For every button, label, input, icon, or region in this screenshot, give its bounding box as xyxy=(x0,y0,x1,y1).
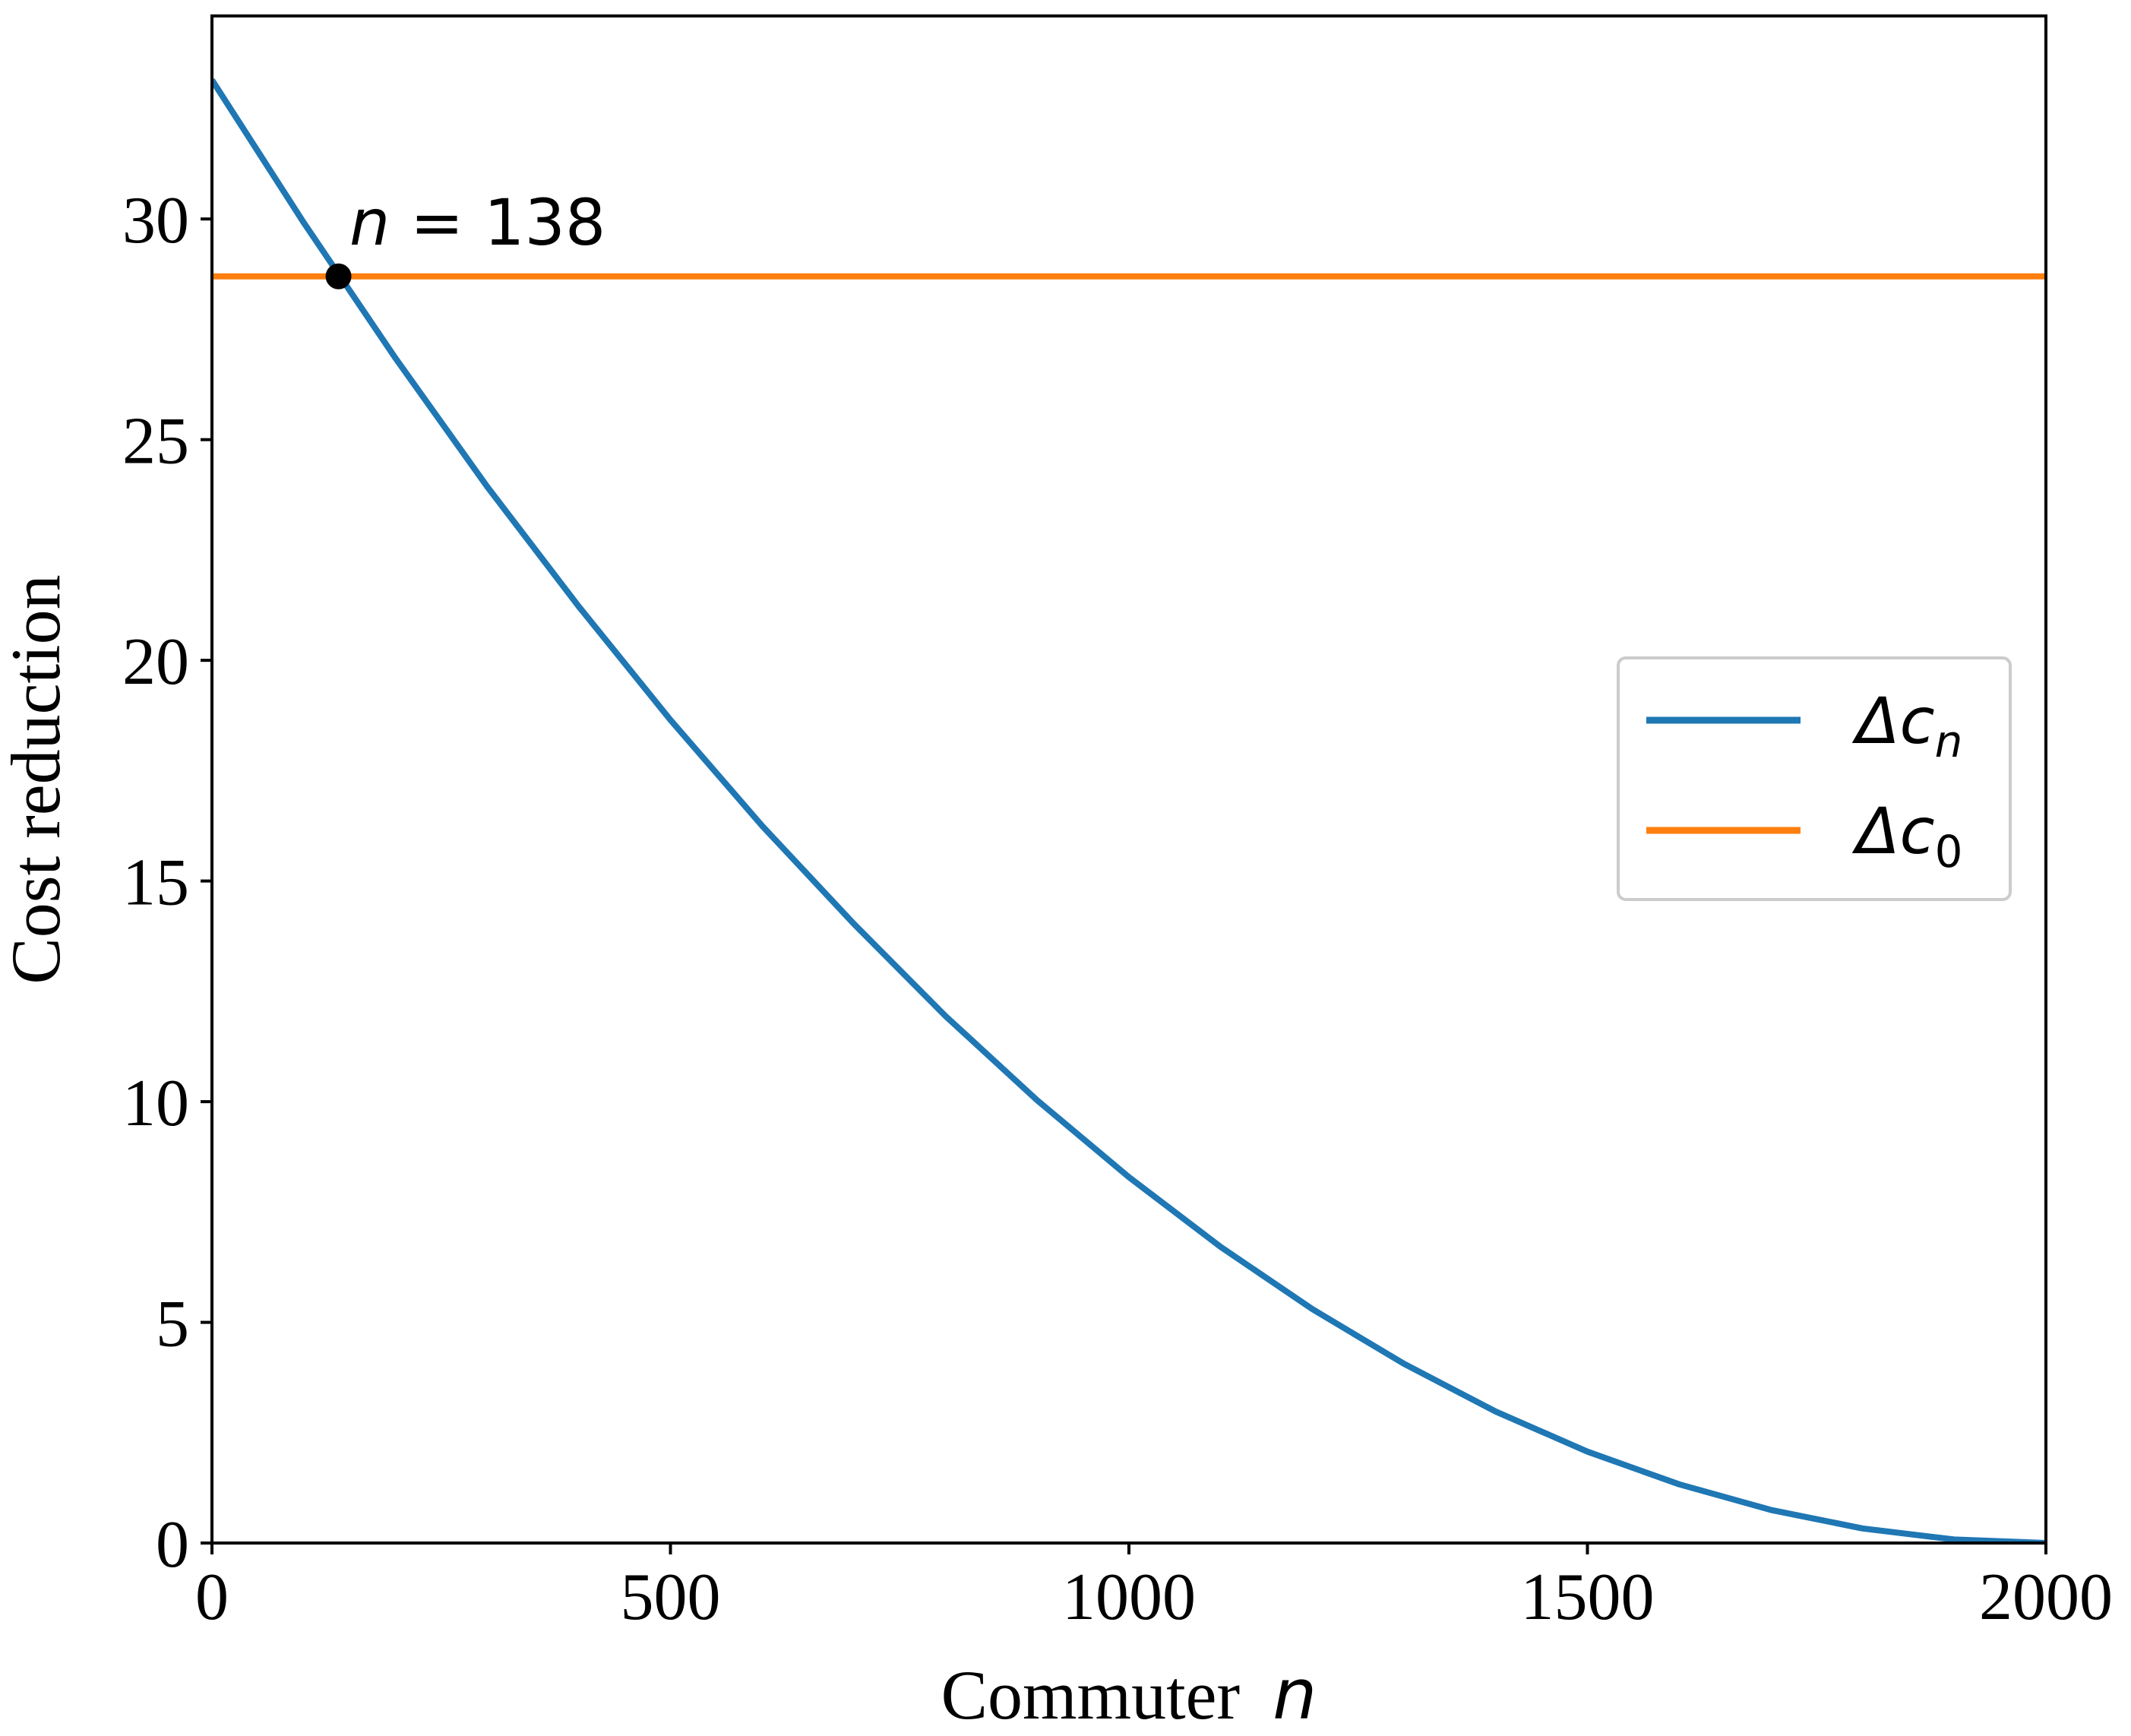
x-tick-label: 500 xyxy=(621,1561,721,1634)
x-tick-label: 0 xyxy=(195,1561,229,1634)
legend-label-delta-c-n-sub: n xyxy=(1935,716,1963,767)
legend-label-delta-c-n: Δcn xyxy=(1851,684,1962,767)
y-tick-label: 5 xyxy=(156,1288,189,1361)
y-tick-label: 30 xyxy=(122,184,189,258)
y-tick-label: 10 xyxy=(122,1067,189,1140)
x-tick-label: 1500 xyxy=(1521,1561,1655,1634)
x-axis-title-text: Commuter xyxy=(941,1656,1241,1734)
intersection-annotation-value: = 138 xyxy=(390,185,605,260)
x-tick-label: 1000 xyxy=(1062,1561,1196,1634)
legend-label-delta-c-n-main: Δc xyxy=(1851,684,1935,758)
plot-area xyxy=(212,78,2046,1543)
x-axis-title: Commuter n xyxy=(941,1654,1317,1735)
x-tick-label: 2000 xyxy=(1979,1561,2113,1634)
y-axis-title: Cost reduction xyxy=(0,574,74,984)
legend-label-delta-c-0-main: Δc xyxy=(1851,794,1935,868)
y-tick-label: 15 xyxy=(122,846,189,920)
intersection-annotation-var: n xyxy=(349,185,390,260)
series-line-0 xyxy=(212,78,2046,1543)
y-tick-label: 0 xyxy=(156,1508,189,1582)
x-axis-title-variable: n xyxy=(1273,1654,1317,1735)
y-tick-label: 20 xyxy=(122,625,189,699)
legend-label-delta-c-0-sub: 0 xyxy=(1935,826,1963,877)
legend-label-delta-c-0: Δc0 xyxy=(1851,794,1963,877)
legend: Δcn Δc0 xyxy=(1617,656,2012,901)
intersection-annotation: n = 138 xyxy=(349,185,605,260)
y-tick-label: 25 xyxy=(122,405,189,479)
intersection-point xyxy=(325,263,352,289)
